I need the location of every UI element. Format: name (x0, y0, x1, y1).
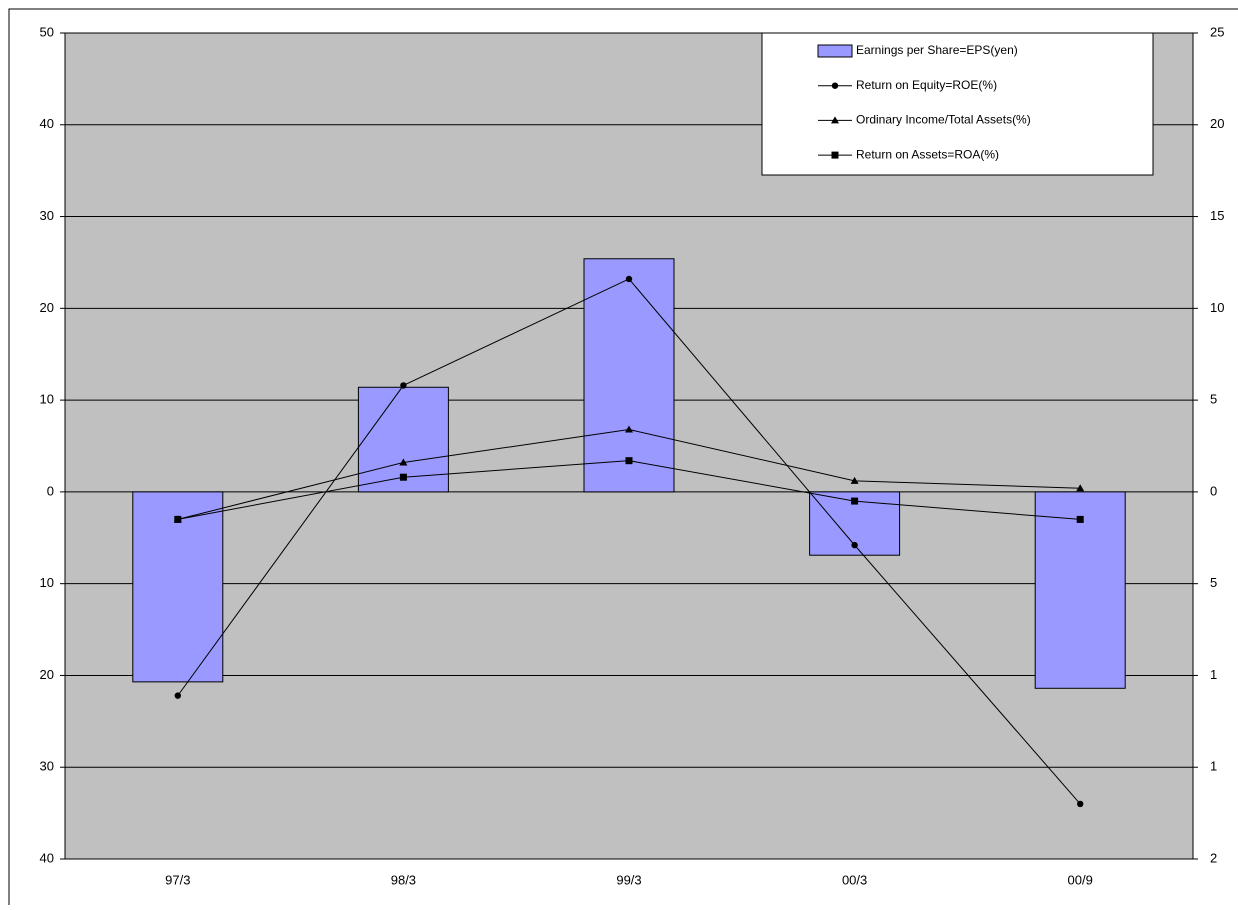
y2-tick-label: 25 (1210, 24, 1224, 39)
bar (1034, 491, 1126, 689)
y2-tick-label: 15 (1210, 208, 1224, 223)
y-tick-label: 10 (40, 392, 54, 407)
marker (174, 515, 182, 523)
legend-marker (831, 151, 839, 159)
legend-label: Ordinary Income/Total Assets(%) (856, 113, 1031, 127)
bar (583, 258, 675, 493)
x-tick-label: 97/3 (165, 872, 190, 887)
y-tick-label: 50 (40, 24, 54, 39)
marker (1076, 515, 1084, 523)
marker (625, 457, 633, 465)
x-tick-label: 00/9 (1068, 872, 1093, 887)
x-tick-label: 00/3 (842, 872, 867, 887)
marker (399, 458, 408, 466)
marker (851, 541, 858, 549)
marker (1076, 484, 1085, 492)
marker (399, 473, 407, 481)
y-tick-label: 20 (40, 300, 54, 315)
bar (132, 491, 224, 683)
x-tick-label: 99/3 (616, 872, 641, 887)
y2-tick-label: 1 (1210, 759, 1217, 774)
marker (851, 497, 859, 505)
legend-label: Return on Assets=ROA(%) (856, 147, 999, 161)
legend-swatch (817, 44, 853, 58)
marker (1077, 800, 1084, 808)
legend-label: Earnings per Share=EPS(yen) (856, 43, 1018, 57)
marker (625, 425, 633, 433)
y-tick-label: 10 (40, 575, 54, 590)
marker (174, 692, 181, 699)
y2-tick-label: 5 (1210, 575, 1217, 590)
marker (400, 382, 407, 389)
marker (625, 275, 633, 283)
legend-marker (831, 116, 839, 124)
legend-label: Return on Equity=ROE(%) (856, 78, 997, 92)
y2-tick-label: 5 (1210, 392, 1217, 407)
y2-tick-label: 20 (1210, 116, 1224, 131)
y-tick-label: 40 (40, 116, 54, 131)
y2-tick-label: 1 (1210, 667, 1217, 682)
y-tick-label: 30 (40, 759, 54, 774)
y2-tick-label: 2 (1210, 850, 1217, 865)
y-tick-label: 30 (40, 208, 54, 223)
y2-tick-label: 10 (1210, 300, 1224, 315)
x-tick-label: 98/3 (391, 872, 416, 887)
marker (850, 476, 859, 484)
legend-marker (831, 82, 839, 89)
y-tick-label: 40 (40, 850, 54, 865)
y-tick-label: 0 (47, 483, 54, 498)
legend: Earnings per Share=EPS(yen) Return on Equ… (761, 32, 1154, 176)
y-tick-label: 20 (40, 667, 54, 682)
y2-tick-label: 0 (1210, 483, 1217, 498)
